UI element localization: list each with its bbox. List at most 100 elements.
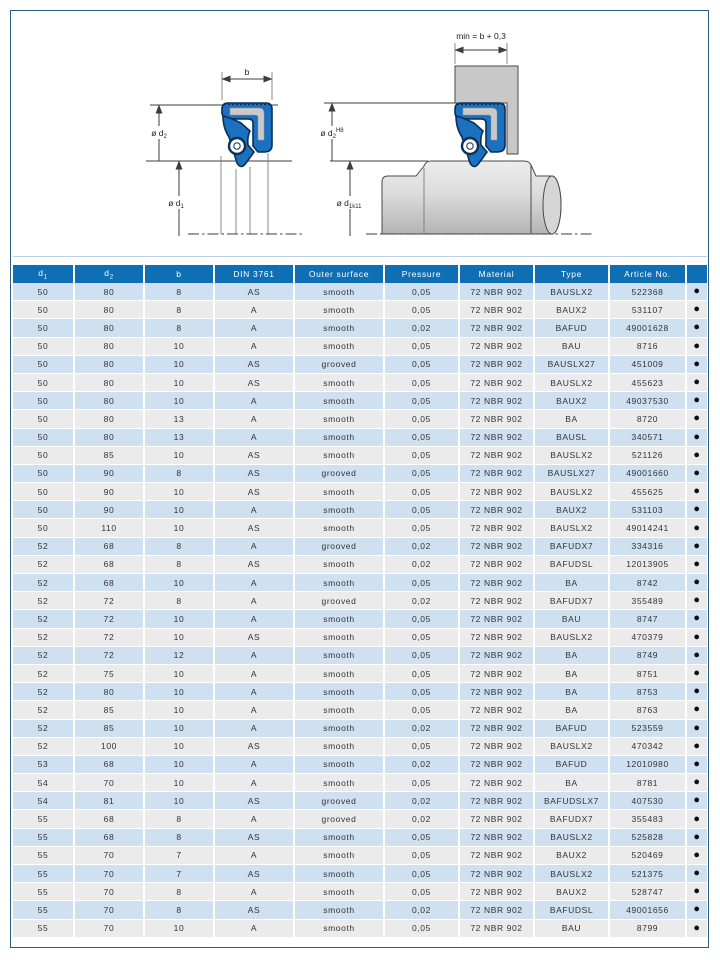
table-cell: BA <box>534 773 610 793</box>
col-header-d1: d1 <box>13 265 75 283</box>
table-cell: 50 <box>13 373 75 393</box>
col-header-article-no: Article No. <box>609 265 687 283</box>
table-cell: BAFUD <box>534 755 610 775</box>
table-cell: 55 <box>13 900 75 920</box>
table-cell: 10 <box>144 719 215 738</box>
table-cell: smooth <box>294 482 385 502</box>
table-cell: smooth <box>294 773 385 793</box>
availability-dot-icon: ● <box>693 448 701 461</box>
table-row: 50 80 10 AS grooved 0,05 72 NBR 902 BAUSLX27 451… <box>13 355 707 374</box>
availability-cell: ● <box>686 791 707 811</box>
table-cell: 55 <box>13 846 75 866</box>
availability-cell: ● <box>686 446 707 465</box>
table-cell: 68 <box>74 555 145 575</box>
table-cell: 49001660 <box>609 464 687 484</box>
table-cell: 10 <box>144 518 215 538</box>
table-cell: 0,02 <box>384 719 460 738</box>
availability-cell: ● <box>686 646 707 665</box>
table-cell: BAUSLX2 <box>534 828 610 847</box>
table-cell: A <box>214 573 295 593</box>
col-header-type: Type <box>534 265 610 283</box>
projection-lines <box>220 153 269 234</box>
table-cell: 0,05 <box>384 482 460 502</box>
table-cell: 10 <box>144 500 215 520</box>
table-cell: 90 <box>74 482 145 502</box>
table-cell: BAFUDX7 <box>534 591 610 611</box>
table-cell: 55 <box>13 919 75 938</box>
table-cell: BAUX2 <box>534 882 610 902</box>
table-cell: smooth <box>294 700 385 720</box>
table-cell: 10 <box>144 573 215 593</box>
table-cell: grooved <box>294 591 385 611</box>
table-cell: BAFUDX7 <box>534 809 610 829</box>
table-cell: 52 <box>13 682 75 702</box>
table-cell: 55 <box>13 828 75 847</box>
table-cell: smooth <box>294 900 385 920</box>
table-cell: 50 <box>13 355 75 374</box>
dim-label-d2: ø d2 <box>151 128 167 140</box>
table-cell: BAUSL <box>534 428 610 447</box>
table-cell: 0,05 <box>384 700 460 720</box>
table-cell: 75 <box>74 664 145 684</box>
table-cell: BAUSLX2 <box>534 864 610 884</box>
table-cell: A <box>214 409 295 429</box>
table-cell: 10 <box>144 628 215 647</box>
table-cell: 0,05 <box>384 573 460 593</box>
table-cell: 68 <box>74 828 145 847</box>
availability-dot-icon: ● <box>693 921 701 934</box>
table-cell: smooth <box>294 283 385 302</box>
table-cell: 407530 <box>609 791 687 811</box>
table-cell: 54 <box>13 791 75 811</box>
table-row: 54 81 10 AS grooved 0,02 72 NBR 902 BAFUDSLX7 40… <box>13 791 707 811</box>
table-cell: 52 <box>13 719 75 738</box>
table-cell: A <box>214 300 295 320</box>
col-header-b: b <box>144 265 215 283</box>
table-cell: BAUSLX2 <box>534 446 610 465</box>
table-cell: BAFUD <box>534 318 610 338</box>
table-cell: 70 <box>74 919 145 938</box>
availability-cell: ● <box>686 373 707 393</box>
table-cell: smooth <box>294 628 385 647</box>
col-header-din: DIN 3761 <box>214 265 295 283</box>
table-cell: 72 NBR 902 <box>459 283 535 302</box>
availability-dot-icon: ● <box>693 776 701 789</box>
dim-label-d1-k11: ø d1k11 <box>337 198 363 210</box>
table-cell: 81 <box>74 791 145 811</box>
table-cell: 85 <box>74 700 145 720</box>
table-cell: grooved <box>294 464 385 484</box>
table-cell: 525828 <box>609 828 687 847</box>
table-cell: smooth <box>294 755 385 775</box>
availability-dot-icon: ● <box>693 394 701 407</box>
table-cell: grooved <box>294 537 385 556</box>
table-cell: 72 NBR 902 <box>459 900 535 920</box>
table-cell: BAU <box>534 337 610 356</box>
shaft <box>381 160 562 235</box>
table-cell: 8 <box>144 828 215 847</box>
table-cell: 50 <box>13 482 75 502</box>
table-cell: A <box>214 755 295 775</box>
table-cell: 8753 <box>609 682 687 702</box>
table-cell: 80 <box>74 318 145 338</box>
table-cell: 70 <box>74 900 145 920</box>
table-cell: 110 <box>74 518 145 538</box>
table-cell: 72 NBR 902 <box>459 482 535 502</box>
table-cell: 0,05 <box>384 646 460 665</box>
availability-cell: ● <box>686 700 707 720</box>
table-cell: 355483 <box>609 809 687 829</box>
availability-cell: ● <box>686 664 707 684</box>
table-cell: 334316 <box>609 537 687 556</box>
table-cell: A <box>214 700 295 720</box>
table-cell: 10 <box>144 391 215 411</box>
table-cell: 72 NBR 902 <box>459 500 535 520</box>
table-cell: 50 <box>13 500 75 520</box>
availability-dot-icon: ● <box>693 521 701 534</box>
table-cell: BA <box>534 409 610 429</box>
availability-dot-icon: ● <box>693 721 701 734</box>
